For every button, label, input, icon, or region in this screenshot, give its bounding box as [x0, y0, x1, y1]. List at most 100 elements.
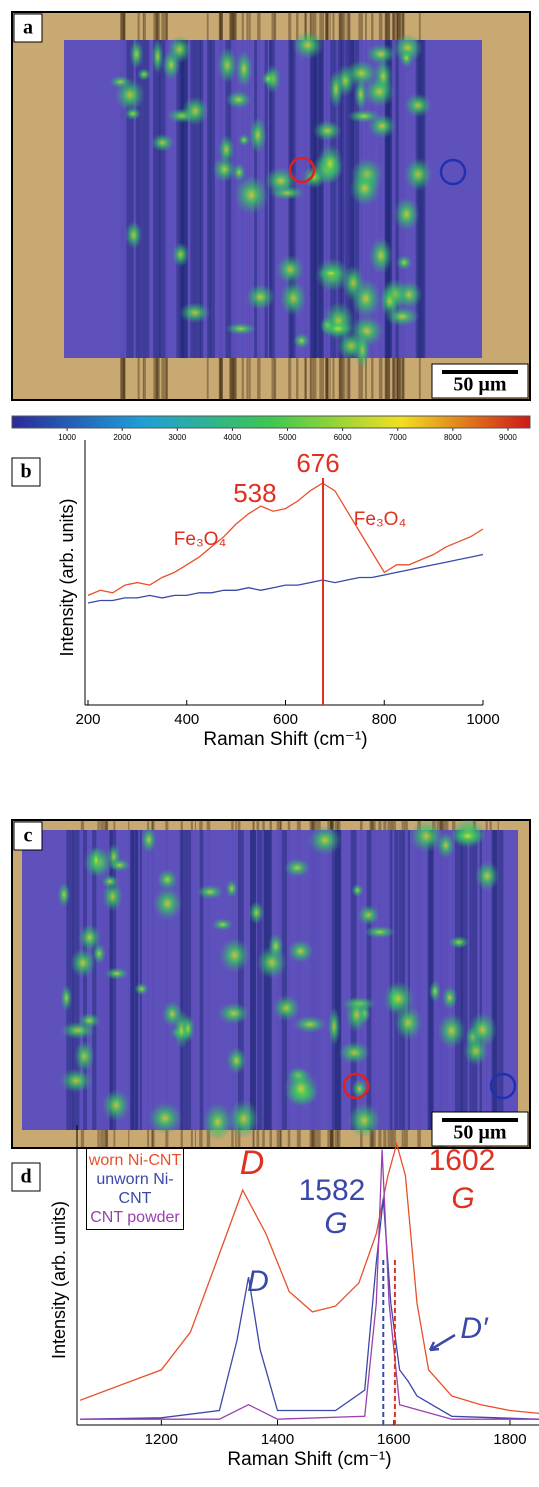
map-streak [394, 830, 399, 1130]
marker-circle [439, 158, 467, 186]
map-streak [130, 830, 135, 1130]
map-streak [347, 40, 352, 358]
map-blob [308, 825, 342, 855]
map-blob [317, 265, 344, 281]
legend-entry: unworn Ni-CNT [96, 1171, 174, 1207]
map-streak [269, 40, 275, 358]
colorbar-tick-label: 4000 [224, 433, 242, 442]
map-blob [101, 1089, 131, 1122]
map-blob [151, 38, 164, 75]
map-blob [363, 76, 396, 108]
x-axis-label: Raman Shift (cm⁻¹) [203, 729, 367, 750]
map-blob [436, 832, 456, 859]
map-blob [237, 133, 251, 147]
annotation: G [451, 1182, 474, 1215]
map-blob [178, 302, 211, 324]
map-blob [147, 1102, 183, 1135]
map-blob [272, 994, 300, 1022]
map-streak [135, 830, 139, 1130]
map-blob [134, 982, 149, 996]
scale-bar-box [431, 363, 529, 399]
map-streak [407, 830, 410, 1130]
map-blob [219, 937, 251, 973]
map-blob [217, 46, 238, 84]
map-blob [351, 883, 364, 897]
map-streak [340, 40, 345, 358]
map-blob [357, 904, 380, 926]
map-blob [129, 39, 144, 69]
map-blob [287, 939, 314, 963]
map-blob [124, 220, 143, 250]
map-blob [248, 901, 265, 925]
map-streak [415, 40, 424, 358]
map-streak [353, 830, 357, 1130]
map-blob [70, 947, 96, 978]
map-streak [313, 40, 317, 358]
map-blob [441, 985, 458, 1010]
map-blob [404, 157, 433, 192]
map-blob [350, 278, 382, 319]
map-blob [267, 933, 284, 960]
map-blob [351, 1078, 368, 1099]
colorbar-tick-label: 2000 [113, 433, 131, 442]
map-blob [396, 254, 413, 271]
x-tick-label: 200 [75, 711, 100, 728]
map-streak [337, 830, 341, 1130]
y-axis-label: Intensity (arb. units) [57, 498, 77, 656]
map-streak [126, 40, 134, 358]
map-streak [264, 830, 273, 1130]
annotation: G [324, 1207, 347, 1240]
map-blob [225, 90, 252, 109]
map-streak [72, 830, 80, 1130]
map-blob [140, 826, 157, 853]
map-blob [345, 996, 368, 1033]
panel-label: a [23, 17, 33, 39]
map-blob [284, 1069, 318, 1108]
map-blob [167, 35, 192, 64]
map-streak [139, 830, 142, 1130]
map-blob [365, 43, 397, 65]
map-streak [337, 40, 343, 358]
map-blob [108, 858, 131, 872]
map-blob [409, 820, 444, 853]
x-tick-label: 400 [174, 711, 199, 728]
colorbar-tick-label: 7000 [389, 433, 407, 442]
map-streak [479, 830, 483, 1130]
map-blob [104, 967, 129, 980]
map-blob [292, 30, 324, 60]
map-blob [261, 71, 276, 86]
series-line [79, 1198, 539, 1420]
map-blob [338, 1041, 371, 1065]
annotation: D [240, 1144, 265, 1182]
scale-bar-box [431, 1111, 529, 1147]
annotation: D′ [460, 1312, 489, 1345]
map-blob [226, 1047, 247, 1075]
map-streak [345, 40, 348, 358]
peak-label: 1602 [429, 1144, 496, 1177]
map-streak [83, 830, 87, 1130]
x-tick-label: 1800 [493, 1431, 526, 1448]
panel-label: c [24, 825, 33, 847]
colorbar-tick-label: 9000 [499, 433, 517, 442]
map-streak [330, 40, 337, 358]
map-blob [171, 242, 190, 268]
map-streak [498, 830, 504, 1130]
map-blob [264, 166, 298, 195]
map-blob [181, 96, 209, 126]
map-streak [180, 40, 188, 358]
map-blob [137, 68, 152, 81]
map-blob [279, 280, 307, 317]
map-blob [404, 93, 432, 118]
map-streak [190, 40, 195, 358]
colorbar [11, 415, 531, 429]
map-streak [92, 830, 97, 1130]
map-blob [328, 69, 344, 109]
map-blob [114, 78, 146, 112]
map-blob [327, 1007, 341, 1046]
map-blob [74, 1040, 95, 1073]
panel-label-box [11, 1162, 41, 1192]
panel-label: d [20, 1166, 31, 1188]
map-streak [366, 830, 372, 1130]
map-streak [181, 830, 187, 1130]
